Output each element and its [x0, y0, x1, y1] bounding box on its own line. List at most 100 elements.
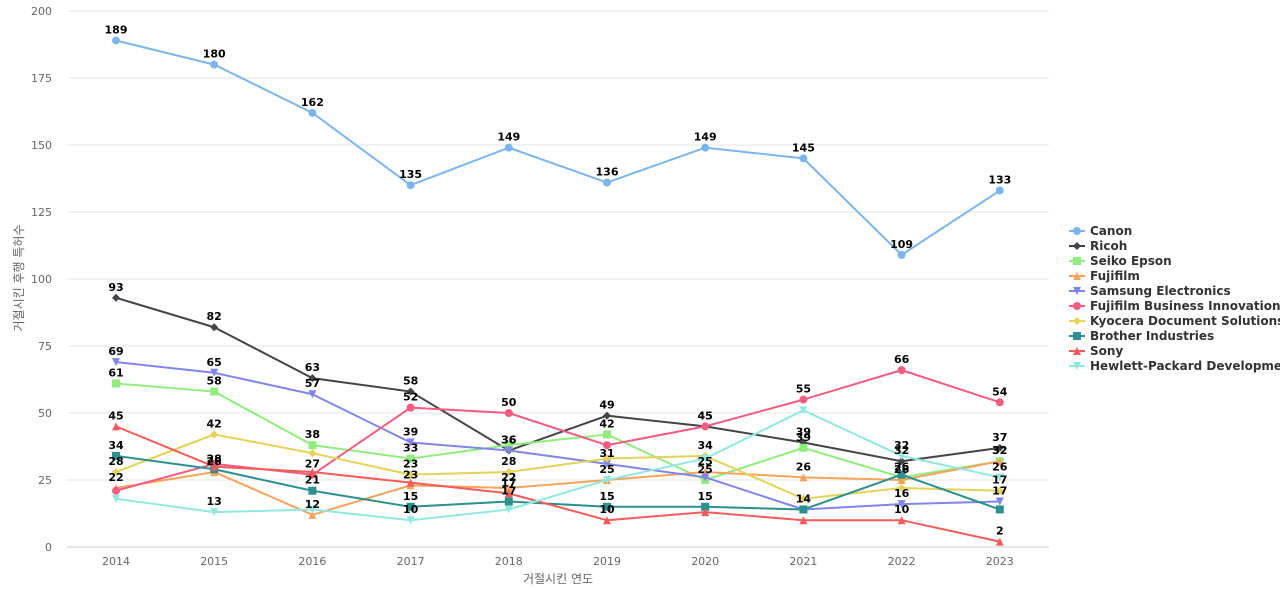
data-point [504, 143, 513, 152]
legend-label: Hewlett-Packard Development [1090, 359, 1280, 373]
legend-item[interactable]: Hewlett-Packard Development [1069, 359, 1280, 373]
data-point [406, 438, 415, 447]
data-label: 39 [403, 425, 418, 438]
data-point [406, 502, 415, 511]
data-label: 39 [796, 425, 811, 438]
data-point [603, 178, 611, 187]
series-kyocera-document-solutions[interactable] [112, 430, 1004, 503]
series-sony[interactable] [112, 422, 1004, 546]
series-line [115, 433, 1000, 500]
data-label: 49 [599, 399, 614, 412]
legend-marker [1073, 272, 1081, 280]
data-point [308, 486, 317, 495]
data-label: 36 [501, 434, 517, 447]
data-label: 149 [497, 131, 520, 144]
data-label: 26 [894, 460, 910, 473]
data-point [210, 430, 219, 439]
data-point [308, 449, 317, 458]
series-canon[interactable] [112, 36, 1004, 259]
data-label: 162 [301, 96, 324, 109]
data-point [112, 467, 120, 476]
legend-marker [1073, 242, 1081, 250]
series-line [115, 382, 1000, 481]
data-point [701, 422, 710, 431]
legend-item[interactable]: Fujifilm [1069, 269, 1140, 283]
data-label: 69 [108, 345, 123, 358]
data-label: 149 [694, 131, 717, 144]
data-label: 10 [403, 503, 419, 516]
series-line [115, 454, 1001, 511]
y-tick-label: 125 [31, 206, 52, 219]
data-point [210, 368, 219, 377]
data-label: 58 [207, 375, 222, 388]
data-point [799, 494, 808, 503]
data-point [799, 395, 808, 404]
data-label: 45 [698, 409, 713, 422]
legend-item[interactable]: Kyocera Document Solutions [1069, 314, 1280, 328]
data-label: 42 [599, 417, 614, 430]
legend-label: Samsung Electronics [1090, 284, 1231, 298]
y-axis-title: 거절시킨 후행 특허수 [11, 225, 26, 332]
data-label: 32 [894, 444, 909, 457]
data-label: 34 [108, 439, 124, 452]
data-label: 15 [403, 490, 418, 503]
data-point [308, 390, 317, 399]
data-label: 16 [894, 487, 910, 500]
series-brother-industries[interactable] [112, 451, 1004, 514]
data-point [897, 500, 906, 509]
data-label: 145 [792, 141, 815, 154]
legend-item[interactable]: Samsung Electronics [1069, 284, 1231, 298]
data-label: 28 [108, 455, 123, 468]
data-label: 93 [108, 281, 123, 294]
data-point [112, 379, 120, 388]
series-samsung-electronics[interactable] [112, 358, 1004, 514]
legend-item[interactable]: Canon [1069, 224, 1132, 238]
data-point [799, 505, 808, 514]
data-point [799, 406, 808, 415]
data-point [897, 484, 906, 493]
data-label: 12 [305, 498, 320, 511]
legend-label: Fujifilm Business Innovation [1090, 299, 1280, 313]
data-point [603, 502, 611, 511]
legend-item[interactable]: Ricoh [1069, 239, 1127, 253]
legend-item[interactable]: Sony [1069, 344, 1123, 358]
data-point [897, 476, 906, 484]
data-label: 109 [890, 238, 913, 251]
y-tick-label: 175 [31, 72, 52, 85]
legend-item[interactable]: Seiko Epson [1069, 254, 1172, 268]
legend-marker [1073, 347, 1081, 355]
data-point [112, 36, 120, 45]
data-label: 17 [501, 476, 516, 489]
data-point [995, 537, 1004, 546]
legend-label: Sony [1090, 344, 1123, 358]
data-point [210, 508, 219, 517]
legend-item[interactable]: Brother Industries [1069, 329, 1214, 343]
data-point [701, 502, 710, 511]
data-point [308, 510, 317, 519]
data-point [799, 443, 808, 452]
data-label: 42 [207, 417, 222, 430]
data-point [112, 486, 120, 495]
data-point [995, 443, 1004, 452]
series-line [115, 369, 1001, 492]
data-point [308, 505, 317, 514]
series-lines [112, 36, 1004, 546]
data-label: 45 [698, 409, 713, 422]
x-tick-label: 2015 [200, 555, 228, 568]
data-label: 37 [992, 431, 1007, 444]
y-tick-label: 150 [31, 139, 52, 152]
data-point [701, 454, 710, 463]
series-line [115, 39, 1001, 256]
series-hewlett-packard-development[interactable] [112, 406, 1004, 525]
data-point [603, 516, 611, 525]
legend-item[interactable]: Fujifilm Business Innovation [1069, 299, 1280, 313]
data-label: 25 [698, 455, 713, 468]
data-point [406, 387, 415, 396]
y-tick-label: 200 [31, 5, 52, 18]
data-label: 58 [403, 375, 418, 388]
data-label: 32 [992, 444, 1007, 457]
data-point [210, 462, 219, 471]
data-label: 13 [207, 495, 222, 508]
data-label: 135 [399, 168, 422, 181]
